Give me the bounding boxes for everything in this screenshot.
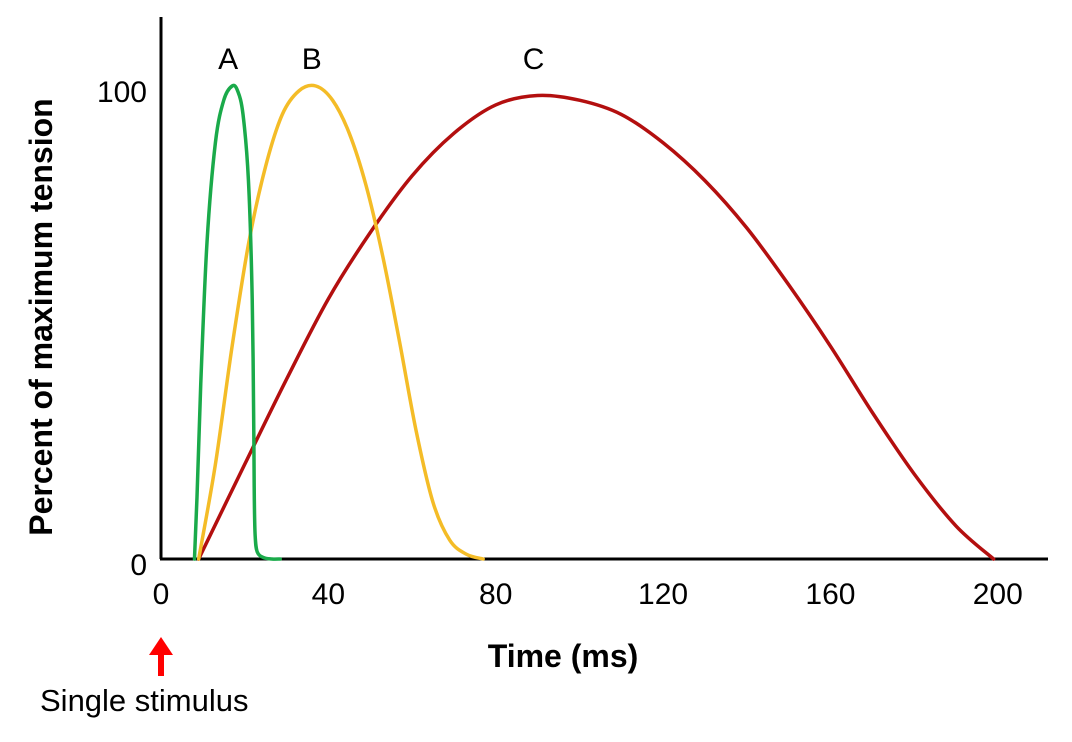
single-stimulus-label: Single stimulus [40, 683, 248, 718]
series-line-c [196, 93, 996, 561]
x-tick-label: 40 [312, 578, 345, 611]
single-stimulus-arrow-icon [149, 637, 173, 676]
series-label-c: C [523, 43, 545, 76]
series-label-b: B [302, 43, 322, 76]
x-tick-label: 0 [153, 578, 170, 611]
series-label-a: A [218, 43, 238, 76]
y-tick-label: 100 [97, 76, 147, 109]
series-line-b [196, 83, 485, 561]
y-tick-label: 0 [130, 549, 147, 582]
x-tick-label: 160 [805, 578, 855, 611]
x-tick-label: 200 [973, 578, 1023, 611]
y-axis-title: Percent of maximum tension [23, 98, 59, 535]
x-axis-title: Time (ms) [488, 638, 639, 674]
y-tick-labels: 0 100 [97, 76, 147, 582]
series-lines [192, 83, 996, 561]
axes [159, 17, 1048, 561]
series-labels: A B C [218, 43, 544, 76]
x-tick-label: 120 [638, 578, 688, 611]
x-tick-label: 80 [479, 578, 512, 611]
series-line-a [192, 83, 282, 561]
x-tick-labels: 0 40 80 120 160 200 [153, 578, 1023, 611]
